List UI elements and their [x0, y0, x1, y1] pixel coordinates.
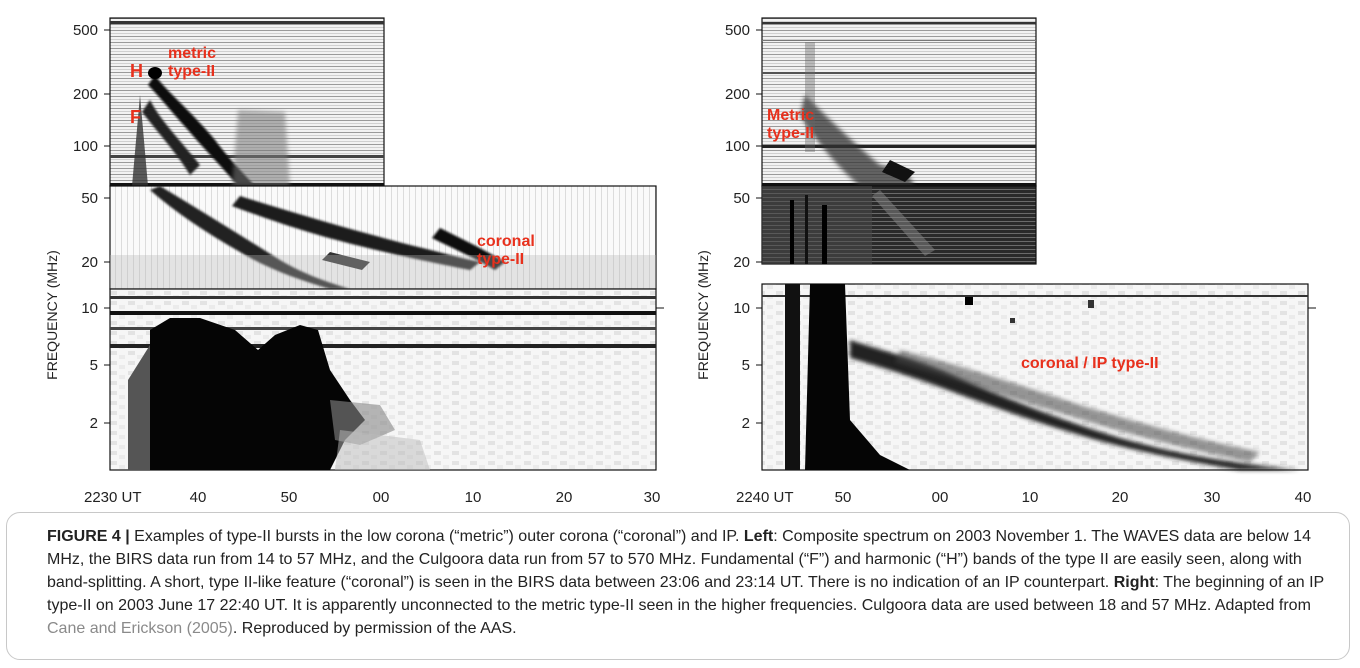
- left-birs-panel: [109, 185, 657, 290]
- left-ytick: 20: [81, 254, 98, 271]
- caption-right-label: Right: [1113, 574, 1155, 591]
- caption-sentence: . Reproduced by permission of the AAS.: [232, 620, 517, 637]
- right-xtick: 30: [1204, 489, 1221, 506]
- annotation-fundamental: F: [130, 107, 141, 127]
- right-xtick: 20: [1112, 489, 1129, 506]
- right-culgoora-panel: [761, 17, 1037, 187]
- left-xtick: 10: [465, 489, 482, 506]
- citation-link[interactable]: Cane and Erickson (2005): [47, 620, 233, 637]
- left-ytick: 10: [81, 300, 98, 317]
- annotation-metric-right-type: type-II: [767, 125, 814, 142]
- right-xtick: 40: [1295, 489, 1312, 506]
- left-ytick: 50: [81, 190, 98, 207]
- right-xtick: 2240 UT: [736, 489, 794, 506]
- left-xtick: 20: [556, 489, 573, 506]
- right-ytick: 2: [742, 415, 750, 432]
- left-xtick: 30: [644, 489, 661, 506]
- left-ytick: 200: [73, 86, 98, 103]
- caption-sentence: : Composite spectrum on 2003 November 1.…: [47, 528, 1311, 591]
- right-xtick: 50: [835, 489, 852, 506]
- right-ytick: 200: [725, 86, 750, 103]
- annotation-coronal-type: type-II: [477, 251, 524, 268]
- left-metric-burst: [132, 67, 290, 186]
- left-ytick: 500: [73, 22, 98, 39]
- right-spectrogram: 500 200 100 50 20 10 5 2 FREQUENCY (MHz)…: [695, 17, 1316, 506]
- caption-left-label: Left: [743, 528, 774, 545]
- left-waves-burst: [128, 318, 430, 470]
- annotation-coronal: coronal: [477, 233, 535, 250]
- annotation-metric-right: Metric: [767, 107, 814, 124]
- right-ytick: 10: [733, 300, 750, 317]
- figure-caption: FIGURE 4 | Examples of type-II bursts in…: [6, 512, 1350, 660]
- left-xtick: 50: [281, 489, 298, 506]
- annotation-coronal-ip: coronal / IP type-II: [1021, 355, 1159, 372]
- right-metric-burst: [800, 42, 915, 186]
- right-metric-streaks: [790, 190, 935, 264]
- left-xtick: 40: [190, 489, 207, 506]
- right-ytick: 20: [733, 254, 750, 271]
- left-spectrogram: 500 200 100 50 20 10 5 2 FREQUENCY (MHz)…: [44, 17, 664, 506]
- caption-sentence: Examples of type-II bursts in the low co…: [129, 528, 744, 545]
- right-xtick: 10: [1022, 489, 1039, 506]
- caption-sentence: : The beginning of an IP type-II on 2003…: [47, 574, 1324, 614]
- caption-text: FIGURE 4 | Examples of type-II bursts in…: [47, 525, 1335, 640]
- figure-4: 500 200 100 50 20 10 5 2 FREQUENCY (MHz)…: [44, 17, 1316, 506]
- left-xtick: 00: [373, 489, 390, 506]
- left-xtick: 2230 UT: [84, 489, 142, 506]
- figure-label: FIGURE 4 |: [47, 528, 130, 545]
- right-xtick: 00: [932, 489, 949, 506]
- right-y-axis-label: FREQUENCY (MHz): [695, 250, 711, 380]
- left-ytick: 2: [90, 415, 98, 432]
- right-ytick: 50: [733, 190, 750, 207]
- right-waves-burst: [785, 284, 1300, 470]
- left-y-axis-label: FREQUENCY (MHz): [44, 250, 60, 380]
- right-ytick: 100: [725, 138, 750, 155]
- figure-4-spectrograms: 500 200 100 50 20 10 5 2 FREQUENCY (MHz)…: [44, 17, 1316, 506]
- right-ytick: 5: [742, 357, 750, 374]
- right-ytick: 500: [725, 22, 750, 39]
- left-ytick: 5: [90, 357, 98, 374]
- annotation-metric: metric: [168, 45, 216, 62]
- annotation-metric-type: type-II: [168, 63, 215, 80]
- annotation-harmonic: H: [130, 61, 143, 81]
- left-ytick: 100: [73, 138, 98, 155]
